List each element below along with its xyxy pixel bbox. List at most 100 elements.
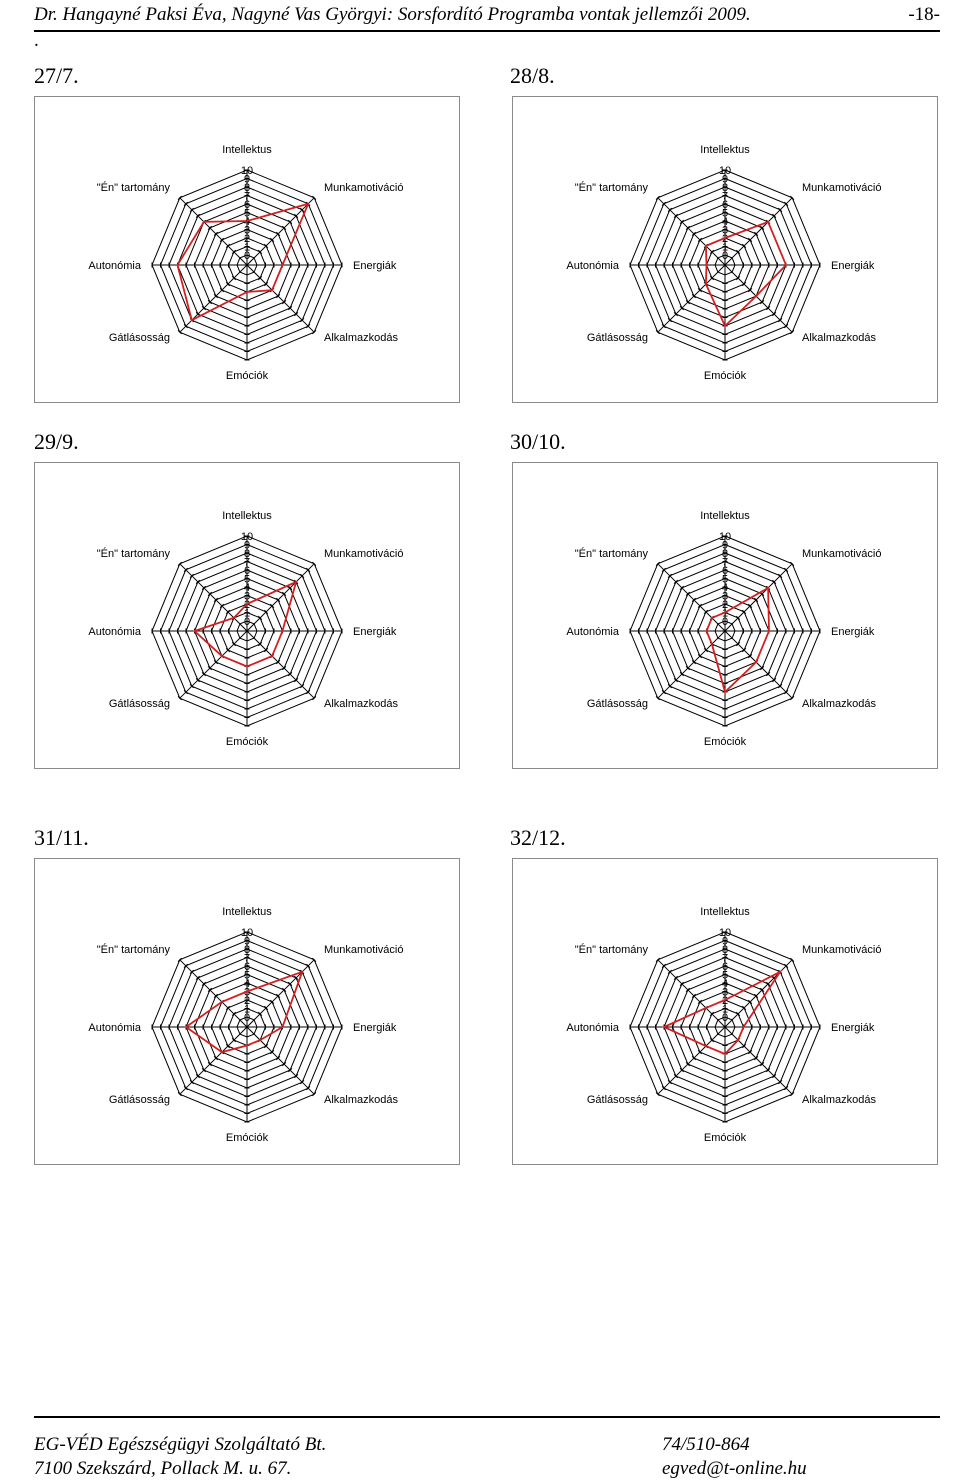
axis-label: Autonómia bbox=[566, 626, 619, 638]
axis-tick bbox=[760, 987, 765, 992]
tick-label: 1 bbox=[722, 1004, 728, 1016]
axis-tick bbox=[288, 672, 293, 677]
axis-tick bbox=[207, 591, 212, 596]
axis-tick bbox=[312, 1092, 317, 1097]
axis-tick bbox=[747, 603, 753, 609]
axis-tick bbox=[685, 591, 690, 596]
tick-label: 2 bbox=[244, 233, 250, 245]
axis-tick bbox=[778, 1080, 783, 1085]
tick-label: 0 bbox=[722, 250, 728, 262]
axis-spoke bbox=[179, 959, 248, 1028]
tick-label: 7 bbox=[244, 557, 250, 569]
axis-tick bbox=[760, 666, 765, 671]
axis-tick bbox=[225, 647, 231, 653]
axis-tick bbox=[219, 237, 225, 243]
axis-label: Emóciók bbox=[704, 736, 747, 748]
axis-label: "Én" tartomány bbox=[97, 181, 171, 194]
tick-label: 7 bbox=[722, 557, 728, 569]
axis-spoke bbox=[246, 563, 315, 632]
tick-label: 6 bbox=[722, 199, 728, 211]
axis-label: Alkalmazkodás bbox=[324, 332, 398, 344]
axis-label: Autonómia bbox=[566, 260, 619, 272]
axis-tick bbox=[269, 237, 275, 243]
axis-tick bbox=[201, 672, 206, 677]
axis-tick bbox=[189, 573, 194, 578]
axis-tick bbox=[269, 1049, 275, 1055]
chart-label-6: 32/12. bbox=[510, 825, 566, 850]
tick-label: 10 bbox=[719, 927, 731, 939]
axis-tick bbox=[177, 195, 182, 200]
axis-tick bbox=[225, 243, 231, 249]
axis-tick bbox=[784, 1086, 789, 1091]
footer-phone: 74/510-864 bbox=[662, 1434, 750, 1455]
axis-tick bbox=[735, 615, 741, 621]
axis-label: "Én" tartomány bbox=[575, 943, 649, 956]
axis-tick bbox=[306, 324, 311, 329]
footer-company: EG-VÉD Egészségügyi Szolgáltató Bt. bbox=[34, 1434, 327, 1455]
axis-tick bbox=[691, 597, 697, 603]
axis-spoke bbox=[724, 563, 793, 632]
axis-tick bbox=[282, 300, 287, 305]
axis-spoke bbox=[179, 1026, 248, 1095]
axis-tick bbox=[697, 603, 703, 609]
axis-tick bbox=[207, 987, 212, 992]
axis-tick bbox=[667, 207, 672, 212]
axis-label: Intellektus bbox=[222, 906, 272, 918]
axis-tick bbox=[225, 281, 231, 287]
axis-label: Intellektus bbox=[222, 510, 272, 522]
axis-tick bbox=[275, 231, 281, 237]
chart-label-3: 29/9. bbox=[34, 429, 79, 454]
tick-label: 1 bbox=[722, 608, 728, 620]
axis-tick bbox=[697, 1049, 703, 1055]
axis-tick bbox=[300, 1080, 305, 1085]
axis-tick bbox=[275, 1055, 281, 1061]
header-text: Dr. Hangayné Paksi Éva, Nagyné Vas Györg… bbox=[34, 4, 751, 25]
axis-tick bbox=[213, 1055, 219, 1061]
axis-tick bbox=[183, 963, 188, 968]
axis-tick bbox=[709, 275, 715, 281]
axis-tick bbox=[231, 641, 237, 647]
chart-label-4: 30/10. bbox=[510, 429, 566, 454]
footer-rule bbox=[34, 1416, 940, 1418]
axis-tick bbox=[231, 249, 237, 255]
axis-tick bbox=[735, 641, 741, 647]
axis-tick bbox=[257, 641, 263, 647]
axis-label: Munkamotiváció bbox=[802, 182, 881, 194]
tick-label: 1 bbox=[722, 242, 728, 254]
tick-label: 4 bbox=[722, 978, 728, 990]
axis-tick bbox=[784, 963, 789, 968]
axis-label: Emóciók bbox=[704, 1132, 747, 1144]
axis-label: "Én" tartomány bbox=[575, 547, 649, 560]
axis-label: Alkalmazkodás bbox=[324, 1094, 398, 1106]
axis-tick bbox=[778, 207, 783, 212]
tick-label: 9 bbox=[722, 174, 728, 186]
tick-label: 10 bbox=[719, 165, 731, 177]
axis-tick bbox=[257, 615, 263, 621]
tick-label: 1 bbox=[244, 242, 250, 254]
axis-tick bbox=[697, 653, 703, 659]
axis-tick bbox=[288, 585, 293, 590]
axis-tick bbox=[257, 249, 263, 255]
tick-label: 7 bbox=[244, 953, 250, 965]
axis-tick bbox=[306, 567, 311, 572]
axis-tick bbox=[747, 237, 753, 243]
axis-tick bbox=[213, 597, 219, 603]
axis-tick bbox=[778, 318, 783, 323]
axis-tick bbox=[655, 696, 660, 701]
page-header: Dr. Hangayné Paksi Éva, Nagyné Vas Györg… bbox=[34, 4, 940, 26]
axis-tick bbox=[282, 225, 287, 230]
axis-tick bbox=[275, 597, 281, 603]
axis-label: Gátlásosság bbox=[587, 332, 648, 344]
axis-tick bbox=[679, 1068, 684, 1073]
axis-tick bbox=[679, 585, 684, 590]
axis-tick bbox=[306, 1086, 311, 1091]
axis-tick bbox=[263, 243, 269, 249]
tick-label: 8 bbox=[722, 944, 728, 956]
radar-svg: 012345678910IntellektusMunkamotivációEne… bbox=[88, 510, 403, 748]
axis-tick bbox=[294, 213, 299, 218]
axis-label: Munkamotiváció bbox=[324, 548, 403, 560]
axis-tick bbox=[225, 1005, 231, 1011]
axis-tick bbox=[275, 659, 281, 665]
axis-tick bbox=[655, 957, 660, 962]
axis-tick bbox=[189, 1080, 194, 1085]
